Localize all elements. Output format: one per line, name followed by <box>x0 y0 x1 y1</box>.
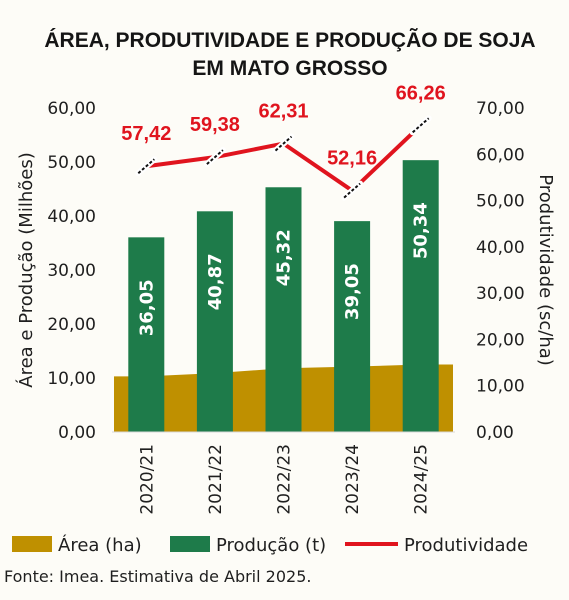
y-left-tick-label: 40,00 <box>47 207 96 227</box>
productivity-marker <box>343 182 361 199</box>
production-data-label: 39,05 <box>342 263 363 320</box>
productivity-data-label: 52,16 <box>327 148 377 170</box>
x-tick-label: 2021/22 <box>206 444 226 515</box>
production-bar <box>334 221 371 432</box>
productivity-marker <box>206 149 224 165</box>
plot-area: 36,05 40,87 45,32 39,05 50,34 0,00 10,00 20,00 3… <box>47 82 524 514</box>
y-right-tick-label: 70,00 <box>476 99 525 119</box>
y-left-axis-title: Área e Produção (Milhões) <box>15 152 37 387</box>
x-tick-label: 2022/23 <box>275 444 295 515</box>
y-right-axis-title: Produtividade (sc/ha) <box>535 174 556 366</box>
productivity-data-label: 62,31 <box>258 101 308 123</box>
legend-label-area: Área (ha) <box>58 534 142 556</box>
legend-swatch-production <box>170 536 210 552</box>
y-left-tick-label: 20,00 <box>47 315 96 335</box>
y-right-tick-label: 50,00 <box>476 192 525 212</box>
production-data-label: 50,34 <box>411 202 432 259</box>
production-bar <box>402 160 439 432</box>
y-right-tick-label: 20,00 <box>476 330 525 350</box>
x-tick-label: 2020/21 <box>137 444 157 515</box>
production-data-label: 36,05 <box>136 279 157 336</box>
chart-title-line-2: EM MATO GROSSO <box>192 57 387 80</box>
x-tick-label: 2023/24 <box>343 444 363 515</box>
productivity-data-label: 57,42 <box>121 123 171 145</box>
legend-swatch-area <box>12 536 52 552</box>
productivity-marker <box>274 135 293 152</box>
productivity-marker <box>137 158 155 174</box>
y-right-tick-label: 40,00 <box>476 238 525 258</box>
legend-label-productivity: Produtividade <box>404 535 528 556</box>
source-note: Fonte: Imea. Estimativa de Abril 2025. <box>4 567 311 586</box>
x-tick-label: 2024/25 <box>412 444 432 515</box>
y-left-tick-label: 0,00 <box>58 423 96 443</box>
y-left-tick-label: 10,00 <box>47 369 96 389</box>
y-left-tick-label: 60,00 <box>47 99 96 119</box>
production-bar <box>196 211 233 432</box>
legend: Área (ha) Produção (t) Produtividade <box>12 534 528 556</box>
productivity-marker <box>412 117 430 134</box>
legend-label-production: Produção (t) <box>216 535 326 556</box>
y-right-tick-label: 10,00 <box>476 377 525 397</box>
production-data-label: 45,32 <box>274 229 295 286</box>
productivity-line <box>146 123 423 193</box>
production-data-label: 40,87 <box>205 253 226 310</box>
productivity-data-label: 66,26 <box>396 82 446 104</box>
productivity-data-label: 59,38 <box>190 114 240 136</box>
y-right-tick-label: 60,00 <box>476 145 525 165</box>
production-bar <box>128 237 165 432</box>
production-bar <box>265 187 302 432</box>
y-right-tick-label: 0,00 <box>476 423 514 443</box>
y-left-tick-label: 50,00 <box>47 153 96 173</box>
y-left-tick-label: 30,00 <box>47 261 96 281</box>
y-right-tick-label: 30,00 <box>476 284 525 304</box>
chart-title-line-1: ÁREA, PRODUTIVIDADE E PRODUÇÃO DE SOJA <box>44 29 535 52</box>
